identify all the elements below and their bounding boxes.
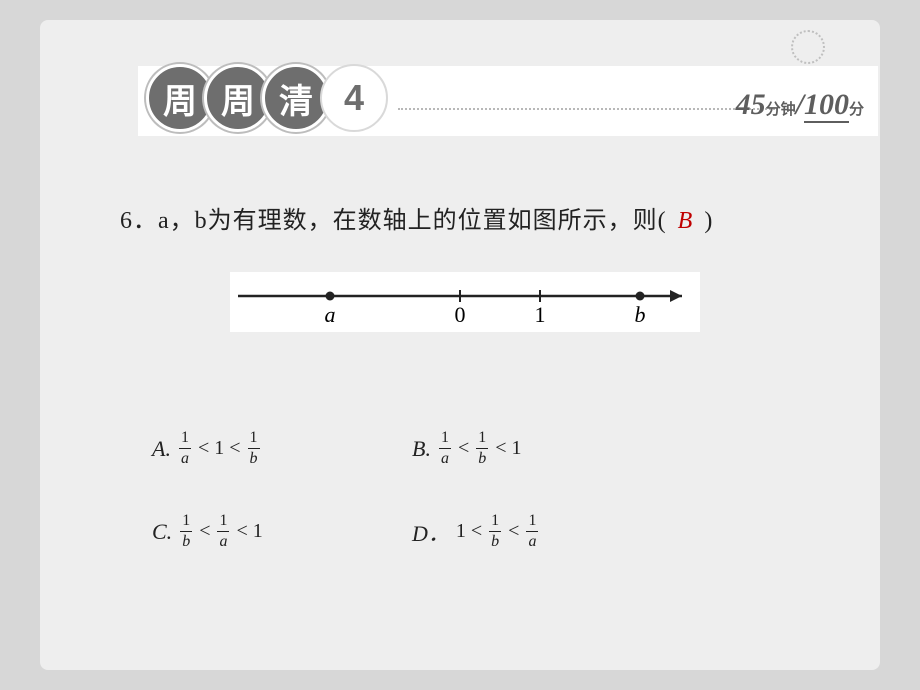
frac-1-b-3: 1b [180,513,192,550]
frac-1-a-3: 1a [217,513,229,550]
option-a-label: A. [152,436,171,462]
decorative-dotted-circle [791,30,825,64]
frac-1-b-2: 1b [476,430,488,467]
number-line-svg: a 0 1 b [230,272,700,332]
option-b: B. 1a < 1b <1 [412,430,672,467]
option-d: D． 1< 1b < 1a [412,513,672,550]
header-dotted-line [398,108,778,110]
frac-1-b: 1b [248,430,260,467]
frac-1-a: 1a [179,430,191,467]
nl-label-b: b [635,302,646,327]
nl-label-one: 1 [535,302,546,327]
option-b-label: B. [412,436,431,462]
question-close: ) [704,208,713,234]
option-c-label: C. [152,519,172,545]
frac-1-a-2: 1a [439,430,451,467]
timer-score: 100 [804,88,849,121]
frac-1-a-4: 1a [526,513,538,550]
option-a: A. 1a <1< 1b [152,430,412,467]
question-body: a，b为有理数，在数轴上的位置如图所示，则( [158,208,667,234]
nl-label-zero: 0 [455,302,466,327]
question-text: 6．a，b为有理数，在数轴上的位置如图所示，则( B ) [120,200,713,235]
options-block: A. 1a <1< 1b B. 1a < 1b <1 C. 1b < 1a <1 [152,430,752,596]
option-d-label: D． [412,516,450,548]
option-c: C. 1b < 1a <1 [152,513,412,550]
timer-score-unit: 分 [849,101,864,118]
question-number: 6． [120,208,158,234]
timer-sep: / [796,88,804,121]
timer-min-unit: 分钟 [766,101,796,118]
number-line: a 0 1 b [230,272,700,332]
frac-1-b-4: 1b [489,513,501,550]
header-banner: 周 周 清 4 45分钟/100分 [138,66,878,136]
timer-label: 45分钟/100分 [736,88,864,122]
timer-min: 45 [736,88,766,121]
title-circle-4: 4 [320,64,388,132]
question-answer: B [678,208,694,234]
nl-label-a: a [325,302,336,327]
title-circles: 周 周 清 4 [146,64,378,132]
